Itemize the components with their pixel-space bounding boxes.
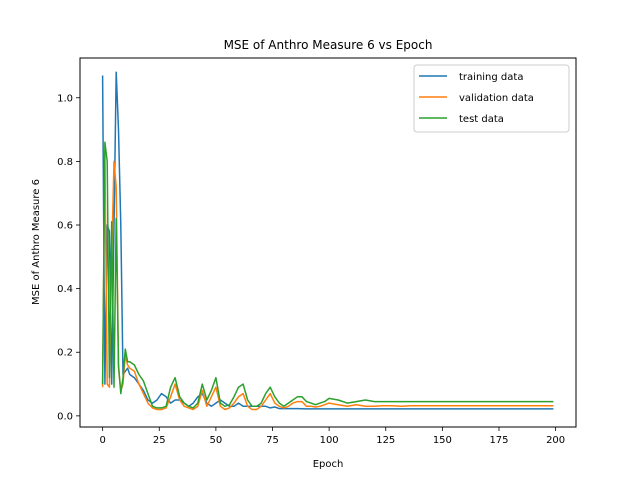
x-tick-label: 200 bbox=[546, 435, 565, 446]
x-tick-label: 50 bbox=[210, 435, 223, 446]
y-tick-label: 1.0 bbox=[57, 93, 73, 104]
x-tick-label: 100 bbox=[320, 435, 339, 446]
series-line-2 bbox=[101, 141, 554, 409]
y-tick-label: 0.8 bbox=[57, 157, 73, 168]
x-tick-label: 75 bbox=[266, 435, 279, 446]
x-tick-label: 25 bbox=[153, 435, 166, 446]
x-tick-label: 0 bbox=[99, 435, 105, 446]
x-axis-label: Epoch bbox=[313, 459, 344, 470]
legend-label: test data bbox=[459, 114, 504, 125]
x-tick-label: 150 bbox=[433, 435, 452, 446]
x-tick-label: 175 bbox=[489, 435, 508, 446]
chart-title: MSE of Anthro Measure 6 vs Epoch bbox=[224, 38, 433, 52]
y-axis-ticks: 0.0 0.2 0.4 0.6 0.8 1.0 bbox=[57, 93, 80, 422]
x-axis-ticks: 0 25 50 75 100 125 150 175 200 bbox=[99, 427, 565, 446]
y-tick-label: 0.6 bbox=[57, 221, 73, 232]
legend-box bbox=[413, 64, 570, 133]
y-axis-label: MSE of Anthro Measure 6 bbox=[31, 179, 42, 305]
y-tick-label: 0.4 bbox=[57, 284, 73, 295]
legend: training data validation data test data bbox=[413, 64, 570, 133]
series-line-0 bbox=[101, 71, 554, 410]
series-line-1 bbox=[101, 154, 554, 411]
legend-label: validation data bbox=[459, 93, 534, 104]
y-tick-label: 0.0 bbox=[57, 411, 73, 422]
plot-lines bbox=[101, 71, 554, 411]
x-tick-label: 125 bbox=[376, 435, 395, 446]
legend-label: training data bbox=[459, 72, 523, 83]
plot-frame bbox=[79, 57, 577, 428]
y-tick-label: 0.2 bbox=[57, 348, 73, 359]
